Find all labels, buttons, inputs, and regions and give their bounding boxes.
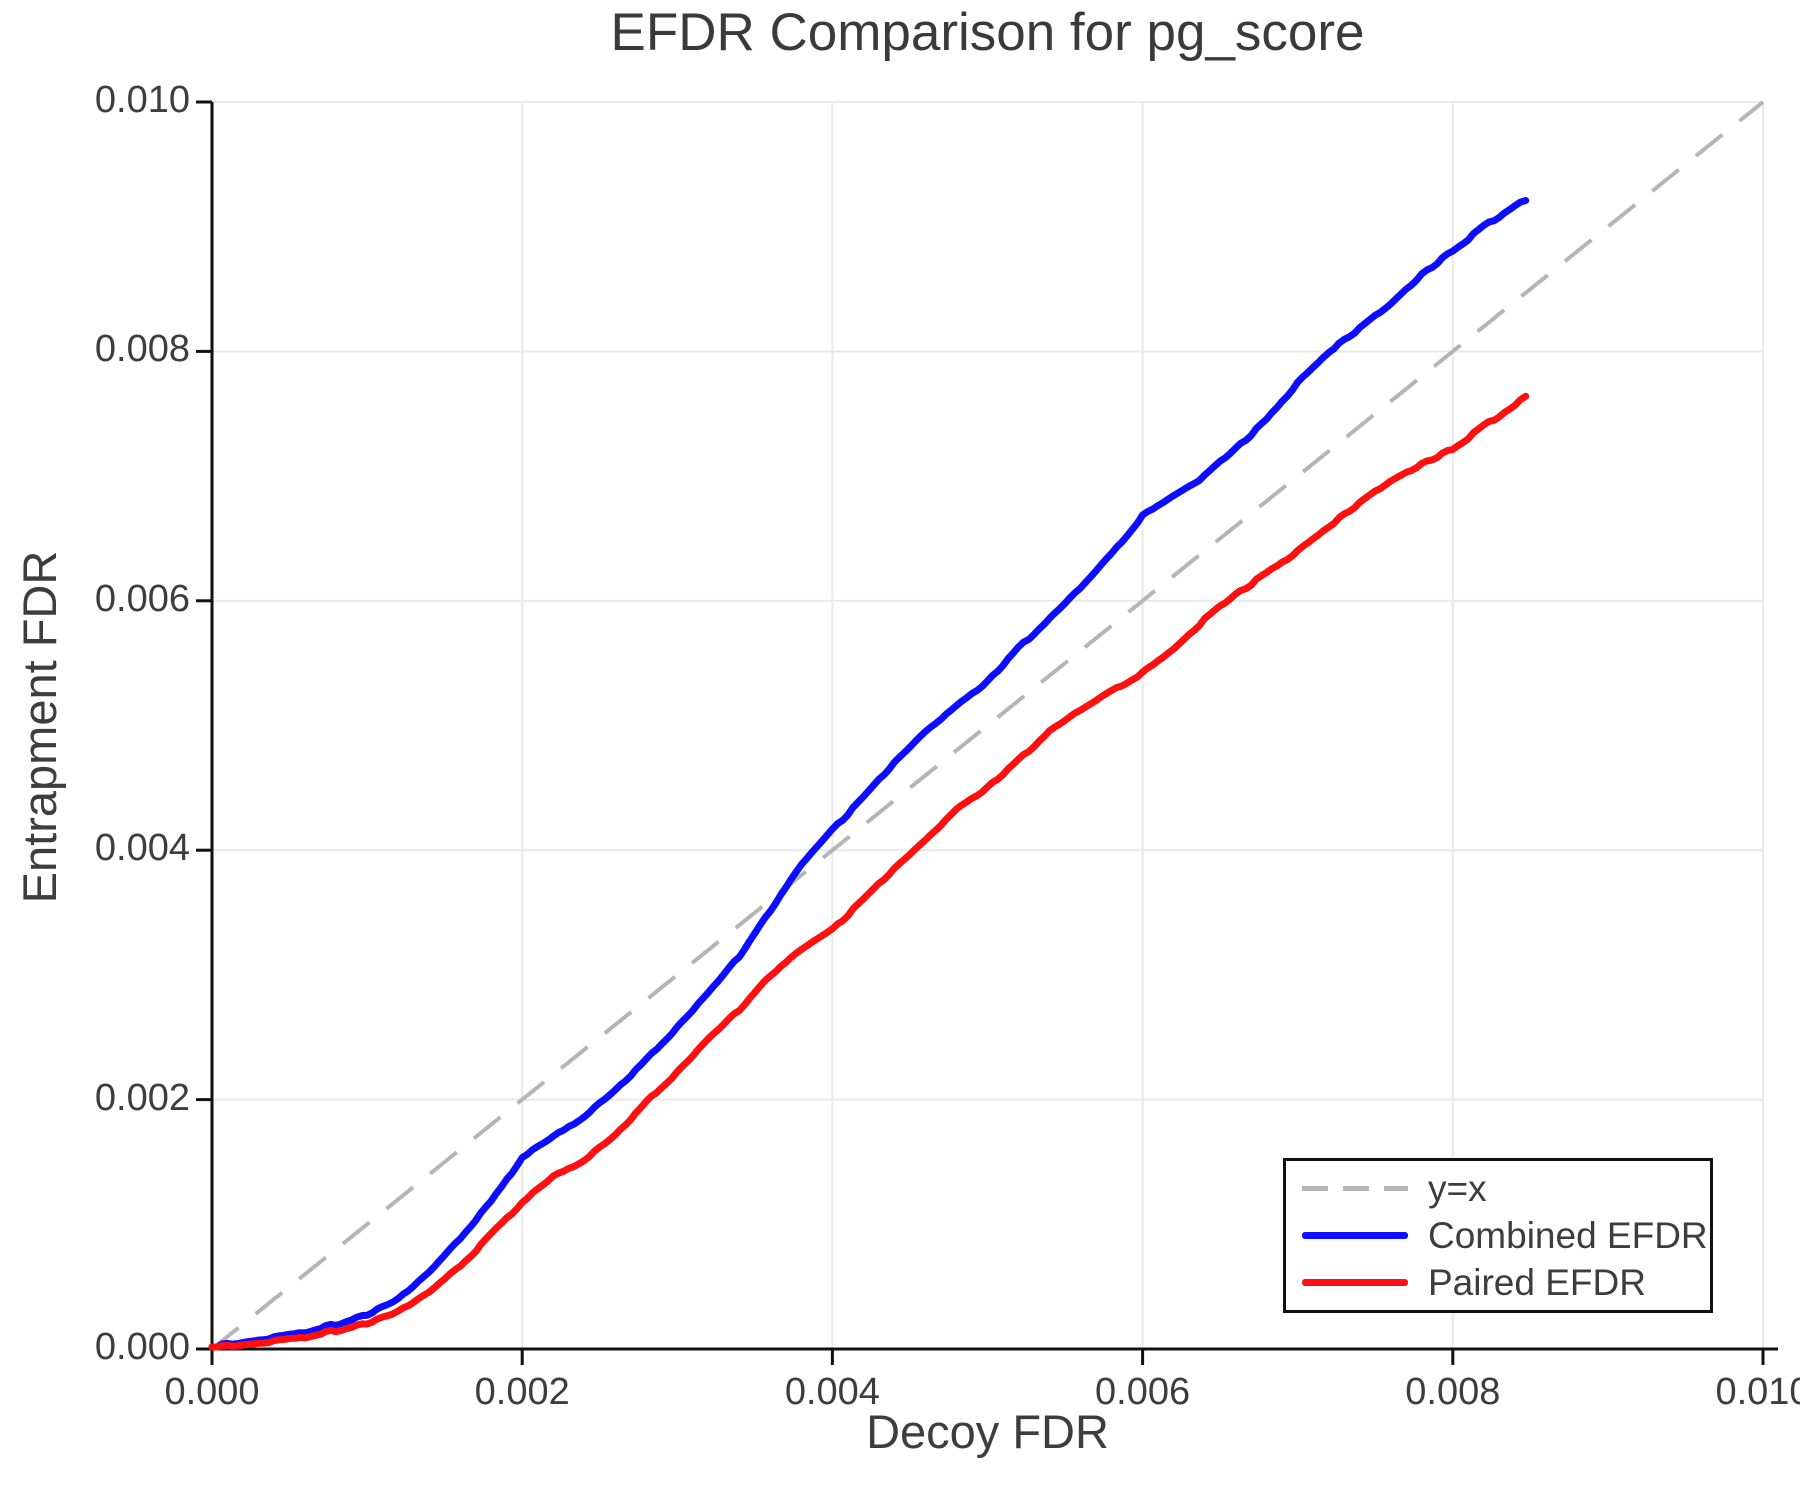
legend: y=x Combined EFDR Paired EFDR [1283,1158,1713,1313]
chart-title: EFDR Comparison for pg_score [610,3,1365,62]
y-tick-label: 0.004 [94,827,190,870]
y-tick-label: 0.000 [94,1326,190,1368]
legend-item-yx: y=x [1286,1167,1710,1211]
x-tick-label: 0.008 [1405,1371,1501,1413]
y-tick-label: 0.006 [94,577,190,620]
legend-label-paired-efdr: Paired EFDR [1428,1261,1646,1303]
x-tick-label: 0.000 [164,1371,260,1413]
legend-item-paired-efdr: Paired EFDR [1286,1261,1710,1305]
legend-label-combined-efdr: Combined EFDR [1428,1214,1708,1256]
combined-efdr-line [208,197,1530,1351]
legend-item-combined-efdr: Combined EFDR [1286,1214,1710,1258]
x-tick-label: 0.010 [1715,1371,1800,1413]
x-tick-label: 0.004 [784,1371,880,1413]
y-tick-label: 0.008 [94,328,190,371]
combined-efdr-line-sample [1302,1232,1408,1239]
x-tick-label: 0.002 [474,1371,570,1413]
x-tick-label: 0.006 [1095,1371,1191,1413]
legend-label-yx: y=x [1428,1167,1487,1209]
y-axis-label: Entrapment FDR [13,550,66,904]
x-axis-label: Decoy FDR [866,1405,1109,1458]
y-tick-label: 0.002 [94,1076,190,1119]
paired-efdr-line [208,392,1530,1351]
reference-line-sample [1302,1186,1408,1191]
y-tick-label: 0.010 [94,79,190,121]
paired-efdr-line-sample [1302,1279,1408,1286]
